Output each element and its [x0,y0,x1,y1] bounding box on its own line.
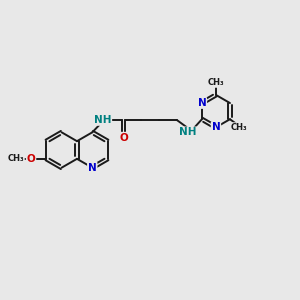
Text: O: O [119,133,128,142]
Text: N: N [88,163,97,173]
Text: CH₃: CH₃ [208,78,224,87]
Text: O: O [27,154,35,164]
Text: CH₃: CH₃ [8,154,24,163]
Text: N: N [212,122,220,132]
Text: NH: NH [179,127,197,137]
Text: CH₃: CH₃ [231,123,248,132]
Text: N: N [197,98,206,108]
Text: NH: NH [94,115,111,125]
